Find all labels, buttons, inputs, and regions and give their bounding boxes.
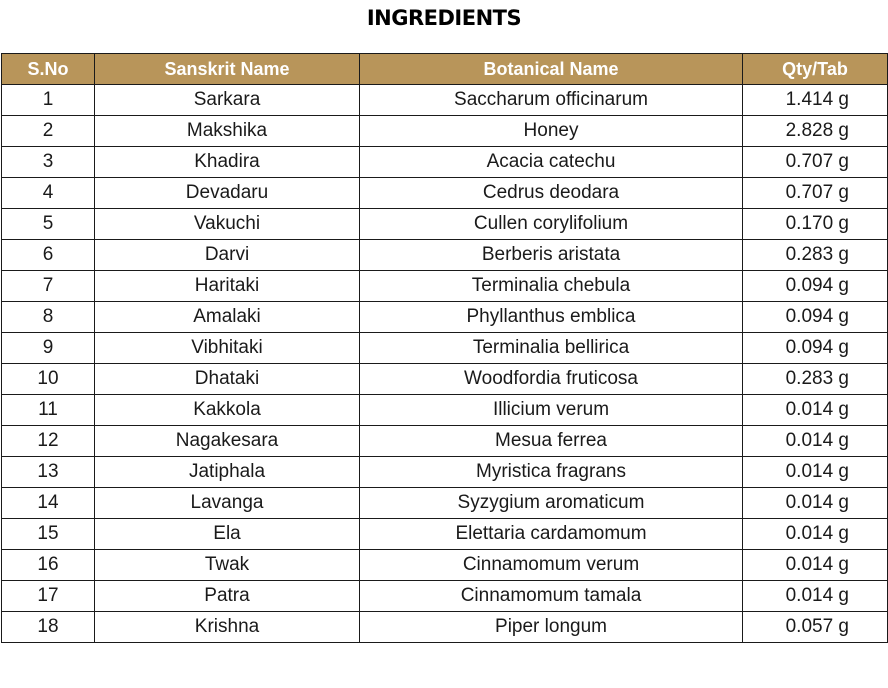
header-qty-tab: Qty/Tab	[742, 53, 888, 85]
table-row: 5 Vakuchi Cullen corylifolium 0.170 g	[1, 208, 888, 240]
table-row: 15 Ela Elettaria cardamomum 0.014 g	[1, 518, 888, 550]
cell-sanskrit-name: Vakuchi	[94, 208, 360, 240]
header-sno: S.No	[1, 53, 95, 85]
cell-botanical-name: Cinnamomum tamala	[359, 580, 743, 612]
cell-botanical-name: Cinnamomum verum	[359, 549, 743, 581]
cell-botanical-name: Honey	[359, 115, 743, 147]
cell-botanical-name: Berberis aristata	[359, 239, 743, 271]
table-row: 16 Twak Cinnamomum verum 0.014 g	[1, 549, 888, 581]
cell-qty: 0.170 g	[742, 208, 888, 240]
cell-sanskrit-name: Makshika	[94, 115, 360, 147]
cell-sno: 18	[1, 611, 95, 643]
cell-qty: 0.014 g	[742, 456, 888, 488]
cell-sno: 1	[1, 84, 95, 116]
cell-sanskrit-name: Nagakesara	[94, 425, 360, 457]
cell-botanical-name: Acacia catechu	[359, 146, 743, 178]
table-row: 9 Vibhitaki Terminalia bellirica 0.094 g	[1, 332, 888, 364]
table-row: 17 Patra Cinnamomum tamala 0.014 g	[1, 580, 888, 612]
table-row: 8 Amalaki Phyllanthus emblica 0.094 g	[1, 301, 888, 333]
table-row: 11 Kakkola Illicium verum 0.014 g	[1, 394, 888, 426]
cell-sno: 2	[1, 115, 95, 147]
cell-sno: 16	[1, 549, 95, 581]
cell-qty: 0.014 g	[742, 394, 888, 426]
cell-sanskrit-name: Devadaru	[94, 177, 360, 209]
cell-botanical-name: Saccharum officinarum	[359, 84, 743, 116]
cell-sanskrit-name: Khadira	[94, 146, 360, 178]
cell-qty: 0.707 g	[742, 146, 888, 178]
cell-sanskrit-name: Haritaki	[94, 270, 360, 302]
cell-sno: 17	[1, 580, 95, 612]
cell-sno: 8	[1, 301, 95, 333]
cell-sno: 15	[1, 518, 95, 550]
page-title: INGREDIENTS	[366, 6, 522, 30]
cell-qty: 0.014 g	[742, 549, 888, 581]
cell-botanical-name: Cullen corylifolium	[359, 208, 743, 240]
table-row: 6 Darvi Berberis aristata 0.283 g	[1, 239, 888, 271]
cell-sno: 4	[1, 177, 95, 209]
cell-qty: 0.283 g	[742, 239, 888, 271]
cell-qty: 0.014 g	[742, 487, 888, 519]
cell-qty: 0.283 g	[742, 363, 888, 395]
cell-sno: 5	[1, 208, 95, 240]
cell-botanical-name: Terminalia bellirica	[359, 332, 743, 364]
cell-qty: 1.414 g	[742, 84, 888, 116]
cell-qty: 0.057 g	[742, 611, 888, 643]
cell-sno: 11	[1, 394, 95, 426]
cell-qty: 0.094 g	[742, 270, 888, 302]
table-header-row: S.No Sanskrit Name Botanical Name Qty/Ta…	[1, 53, 888, 85]
cell-sno: 9	[1, 332, 95, 364]
cell-sanskrit-name: Kakkola	[94, 394, 360, 426]
cell-qty: 0.014 g	[742, 518, 888, 550]
header-sanskrit-name: Sanskrit Name	[94, 53, 360, 85]
cell-sno: 10	[1, 363, 95, 395]
cell-sno: 14	[1, 487, 95, 519]
cell-botanical-name: Cedrus deodara	[359, 177, 743, 209]
cell-sanskrit-name: Amalaki	[94, 301, 360, 333]
table-body: 1 Sarkara Saccharum officinarum 1.414 g 2 Mak…	[1, 84, 888, 643]
cell-sanskrit-name: Twak	[94, 549, 360, 581]
ingredients-table: S.No Sanskrit Name Botanical Name Qty/Ta…	[1, 53, 888, 643]
cell-sno: 12	[1, 425, 95, 457]
cell-sanskrit-name: Darvi	[94, 239, 360, 271]
cell-qty: 2.828 g	[742, 115, 888, 147]
table-row: 14 Lavanga Syzygium aromaticum 0.014 g	[1, 487, 888, 519]
cell-sanskrit-name: Patra	[94, 580, 360, 612]
cell-botanical-name: Myristica fragrans	[359, 456, 743, 488]
table-row: 2 Makshika Honey 2.828 g	[1, 115, 888, 147]
cell-qty: 0.014 g	[742, 425, 888, 457]
cell-botanical-name: Woodfordia fruticosa	[359, 363, 743, 395]
table-row: 1 Sarkara Saccharum officinarum 1.414 g	[1, 84, 888, 116]
table-row: 18 Krishna Piper longum 0.057 g	[1, 611, 888, 643]
cell-sno: 7	[1, 270, 95, 302]
table-row: 7 Haritaki Terminalia chebula 0.094 g	[1, 270, 888, 302]
cell-qty: 0.094 g	[742, 332, 888, 364]
table-row: 3 Khadira Acacia catechu 0.707 g	[1, 146, 888, 178]
cell-botanical-name: Mesua ferrea	[359, 425, 743, 457]
table-row: 13 Jatiphala Myristica fragrans 0.014 g	[1, 456, 888, 488]
table-row: 4 Devadaru Cedrus deodara 0.707 g	[1, 177, 888, 209]
cell-qty: 0.094 g	[742, 301, 888, 333]
cell-qty: 0.014 g	[742, 580, 888, 612]
cell-sanskrit-name: Jatiphala	[94, 456, 360, 488]
cell-sanskrit-name: Ela	[94, 518, 360, 550]
cell-botanical-name: Elettaria cardamomum	[359, 518, 743, 550]
cell-botanical-name: Phyllanthus emblica	[359, 301, 743, 333]
cell-botanical-name: Terminalia chebula	[359, 270, 743, 302]
cell-sno: 6	[1, 239, 95, 271]
cell-botanical-name: Piper longum	[359, 611, 743, 643]
cell-sanskrit-name: Sarkara	[94, 84, 360, 116]
cell-sanskrit-name: Vibhitaki	[94, 332, 360, 364]
cell-sanskrit-name: Dhataki	[94, 363, 360, 395]
header-botanical-name: Botanical Name	[359, 53, 743, 85]
cell-sanskrit-name: Krishna	[94, 611, 360, 643]
table-row: 12 Nagakesara Mesua ferrea 0.014 g	[1, 425, 888, 457]
cell-qty: 0.707 g	[742, 177, 888, 209]
cell-sno: 13	[1, 456, 95, 488]
cell-sno: 3	[1, 146, 95, 178]
cell-botanical-name: Syzygium aromaticum	[359, 487, 743, 519]
table-row: 10 Dhataki Woodfordia fruticosa 0.283 g	[1, 363, 888, 395]
cell-sanskrit-name: Lavanga	[94, 487, 360, 519]
cell-botanical-name: Illicium verum	[359, 394, 743, 426]
